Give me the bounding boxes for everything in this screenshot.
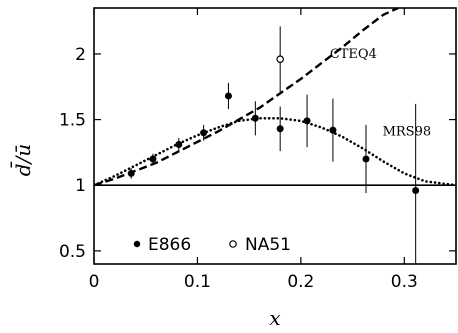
legend: E866 NA51 bbox=[133, 235, 291, 255]
x-tick-label: 0.3 bbox=[391, 272, 418, 292]
legend-marker-e866 bbox=[133, 240, 141, 248]
y-axis-title: d̄/ū bbox=[10, 144, 35, 176]
x-axis-title: x bbox=[269, 306, 280, 330]
data-points bbox=[127, 26, 420, 264]
y-tick-label: 1 bbox=[75, 176, 86, 196]
data-point-e866 bbox=[276, 125, 284, 133]
legend-marker-na51 bbox=[229, 240, 237, 248]
legend-label-na51: NA51 bbox=[245, 235, 291, 255]
data-point-e866 bbox=[251, 114, 259, 122]
data-point-e866 bbox=[224, 92, 232, 100]
model-curves bbox=[94, 8, 456, 187]
annotation-mrs98: MRS98 bbox=[383, 124, 432, 139]
plot-frame bbox=[93, 7, 457, 265]
data-point-e866 bbox=[149, 155, 157, 163]
y-tick-label: 2 bbox=[75, 45, 86, 65]
data-point-e866 bbox=[200, 129, 208, 137]
data-point-e866 bbox=[362, 155, 370, 163]
data-point-e866 bbox=[329, 126, 337, 134]
data-point-e866 bbox=[175, 141, 183, 149]
annotation-cteq4: CTEQ4 bbox=[330, 47, 377, 62]
data-point-e866 bbox=[127, 169, 135, 177]
data-point-e866 bbox=[412, 186, 420, 194]
data-point-na51 bbox=[276, 55, 284, 64]
y-tick-label: 0.5 bbox=[59, 242, 86, 262]
legend-label-e866: E866 bbox=[148, 235, 191, 255]
curve-cteq4 bbox=[94, 8, 399, 187]
axis-ticks: 0 0.1 0.2 0.3 0.5 1 1.5 2 bbox=[59, 8, 456, 292]
x-tick-label: 0.2 bbox=[287, 272, 314, 292]
y-tick-label: 1.5 bbox=[59, 111, 86, 131]
data-point-e866 bbox=[303, 117, 311, 125]
x-tick-label: 0 bbox=[89, 272, 100, 292]
x-tick-label: 0.1 bbox=[184, 272, 211, 292]
